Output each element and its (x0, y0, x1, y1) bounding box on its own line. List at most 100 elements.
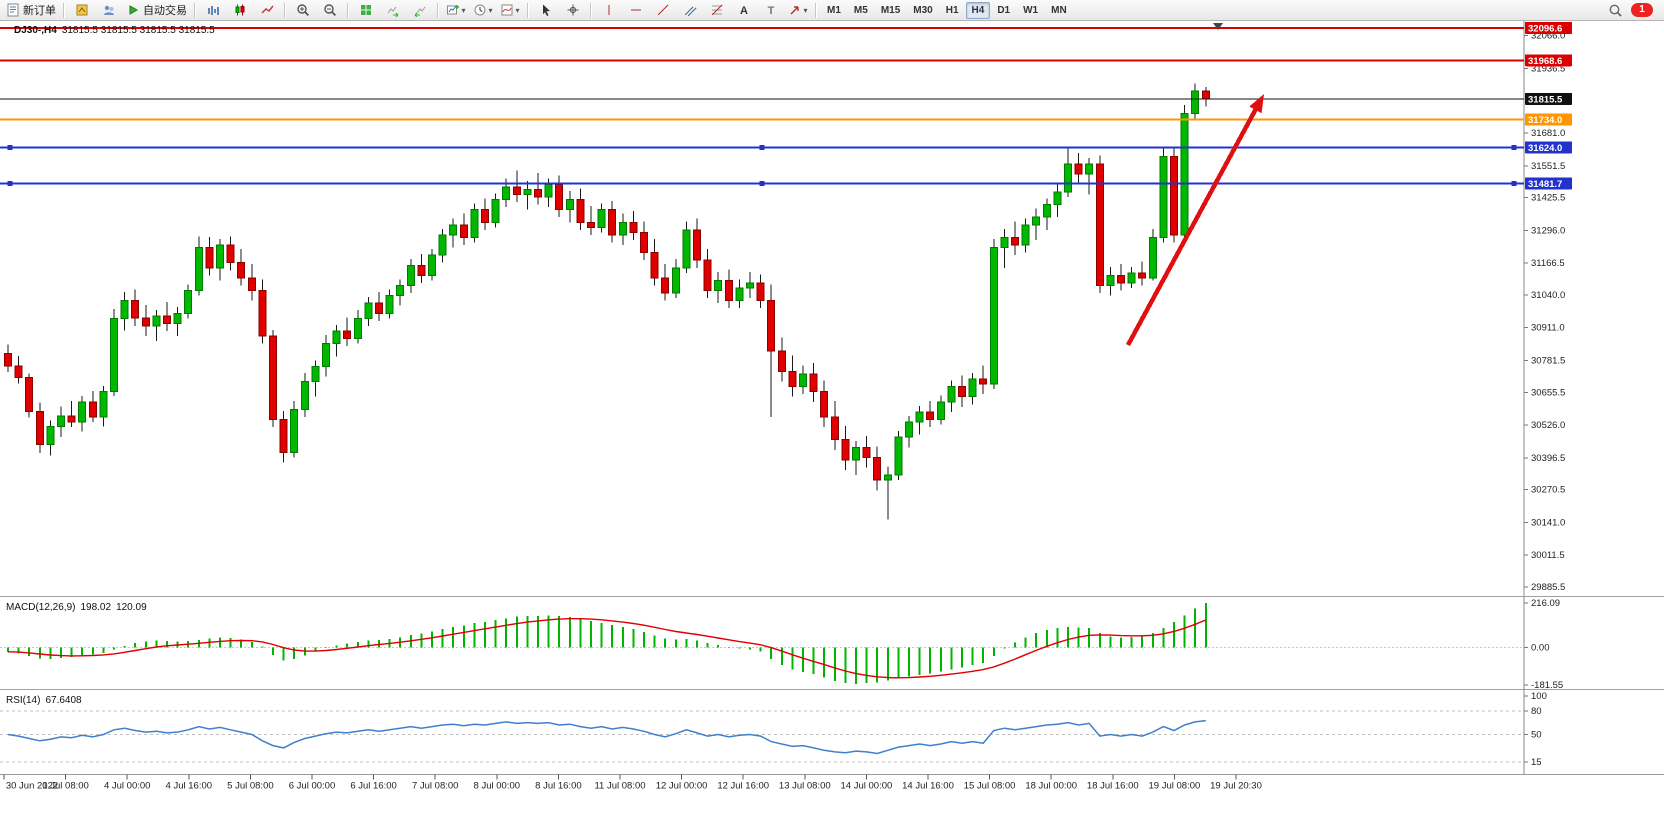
timeframe-D1[interactable]: D1 (997, 4, 1011, 16)
line-handle[interactable] (1511, 180, 1517, 186)
time-scale-label: 6 Jul 16:00 (350, 781, 396, 792)
time-scale-label: 18 Jul 16:00 (1087, 781, 1139, 792)
periods-button[interactable]: ▾ (470, 0, 496, 20)
bull-candle (1021, 224, 1030, 246)
price-scale-label: 30141.0 (1531, 517, 1565, 528)
bear-candle (481, 209, 489, 223)
line-handle[interactable] (759, 180, 765, 186)
price-scale-label: 30011.5 (1531, 550, 1565, 561)
bear-candle (724, 279, 733, 302)
arrows-tool-button[interactable]: ▾ (785, 0, 811, 20)
time-scale-label: 8 Jul 16:00 (535, 781, 581, 792)
zoom-out-button[interactable] (317, 0, 343, 20)
bull-candle (1053, 191, 1062, 206)
autotrading-button[interactable]: 自动交易 (123, 0, 190, 20)
bear-candle (777, 350, 786, 372)
profiles-button[interactable] (96, 0, 122, 20)
trend-arrow-head[interactable] (1249, 94, 1264, 114)
bull-candle (799, 373, 807, 388)
chart-window[interactable]: DJ30-,H4 31815.5 31815.5 31815.5 31815.5 … (0, 21, 1664, 832)
fibonacci-tool-button[interactable] (704, 0, 730, 20)
profiles-icon (102, 3, 116, 17)
candlestick-mode-button[interactable] (227, 0, 253, 20)
linechart-icon (260, 3, 274, 17)
bull-candle (1148, 236, 1157, 279)
timeframe-H1[interactable]: H1 (945, 4, 959, 16)
price-badge (1525, 141, 1572, 154)
bull-candle (110, 317, 118, 393)
indicators-button[interactable]: ▾ (497, 0, 523, 20)
time-scale-label: 13 Jul 08:00 (779, 781, 831, 792)
macd-histogram (7, 602, 1207, 684)
chart-canvas[interactable]: 32066.0 31936.5 31681.0 31551.5 31425.5 31296… (0, 21, 1664, 832)
toolbar-separator (284, 2, 286, 18)
line-handle[interactable] (7, 144, 13, 150)
bull-candle (1064, 163, 1072, 193)
bull-candle (852, 446, 860, 461)
new-chart-button[interactable]: ▾ (443, 0, 469, 20)
auto-scroll-button[interactable] (380, 0, 406, 20)
zoom-in-button[interactable] (290, 0, 316, 20)
notification-badge[interactable]: 1 (1631, 3, 1653, 17)
bull-candle (396, 284, 405, 297)
price-scale-label: 31425.5 (1531, 193, 1565, 204)
tile-windows-button[interactable] (353, 0, 379, 20)
line-handle[interactable] (759, 144, 765, 150)
zoomout-icon (323, 3, 337, 17)
search-icon[interactable] (1608, 3, 1623, 18)
rsi-scale-label: 80 (1531, 706, 1542, 717)
timeframe-W1[interactable]: W1 (1023, 4, 1039, 16)
horizontal-line-tool-button[interactable] (623, 0, 649, 20)
timeframe-MN[interactable]: MN (1051, 4, 1067, 16)
cursor-tool-button[interactable] (533, 0, 559, 20)
bull-candle (385, 295, 394, 314)
bull-candle (947, 386, 956, 403)
price-badge-label: 31968.6 (1528, 56, 1562, 67)
new-order-button[interactable]: 新订单 (3, 0, 59, 20)
chart-shift-button[interactable] (407, 0, 433, 20)
timeframe-M1[interactable]: M1 (827, 4, 841, 16)
time-scale-label: 14 Jul 00:00 (841, 781, 893, 792)
trend-arrow-line[interactable] (1126, 101, 1262, 347)
line-chart-mode-button[interactable] (254, 0, 280, 20)
timeframe-M5[interactable]: M5 (853, 4, 868, 16)
vertical-line-tool-button[interactable] (596, 0, 622, 20)
trendline-tool-button[interactable] (650, 0, 676, 20)
bull-candle (173, 312, 182, 324)
bear-candle (1095, 163, 1104, 286)
bear-candle (788, 370, 797, 388)
bear-candle (1138, 272, 1147, 279)
rsi-line (7, 719, 1206, 755)
toolbar-separator (437, 2, 439, 18)
bear-candle (820, 391, 829, 418)
toolbar-separator (590, 2, 592, 18)
bull-candle (332, 330, 341, 345)
toolbar-separator (194, 2, 196, 18)
timeframe-M15[interactable]: M15 (880, 4, 901, 16)
labelT-icon: T (764, 3, 778, 17)
text-tool-button[interactable]: A (731, 0, 757, 20)
bull-candle (1085, 163, 1094, 175)
channel-tool-button[interactable] (677, 0, 703, 20)
label-tool-button[interactable]: T (758, 0, 784, 20)
timeframe-M30[interactable]: M30 (913, 4, 933, 16)
bear-candle (237, 262, 246, 279)
bull-candle (746, 282, 754, 289)
indic-icon (500, 3, 514, 17)
price-scale-label: 30781.5 (1531, 355, 1565, 366)
bull-candle (1042, 204, 1051, 218)
bear-candle (576, 199, 585, 223)
time-scale-label: 1 Jul 08:00 (42, 781, 88, 792)
bar-chart-mode-button[interactable] (200, 0, 226, 20)
bull-candle (184, 290, 193, 314)
bull-candle (216, 244, 224, 269)
bull-candle (1032, 216, 1041, 226)
crosshair-tool-button[interactable] (560, 0, 586, 20)
metaeditor-button[interactable] (69, 0, 95, 20)
bull-candle (523, 188, 532, 195)
timeframe-H4[interactable]: H4 (965, 1, 991, 19)
bull-candle (194, 247, 203, 292)
line-handle[interactable] (7, 180, 13, 186)
bear-candle (1011, 236, 1019, 246)
line-handle[interactable] (1511, 144, 1517, 150)
